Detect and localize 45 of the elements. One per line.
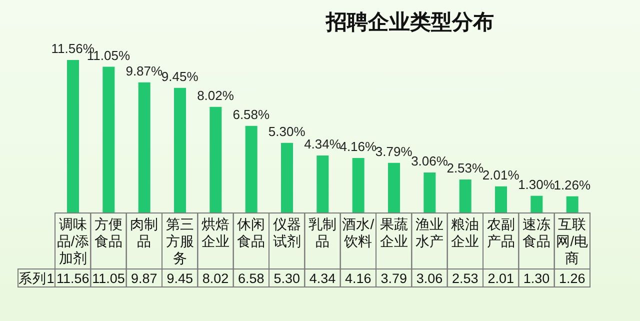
annotation: 2.53% [446,160,484,176]
x-tick-label: 方便食品 [94,216,122,249]
data-label: 8.02 [202,271,229,286]
x-tick-label: 调味品/添加剂 [56,216,89,266]
x-tick-label: 烘焙企业 [202,216,230,249]
data-label: 2.53 [452,271,478,286]
data-label: 5.30 [274,271,300,286]
data-label: 3.79 [380,271,407,286]
x-tick-label: 肉制品 [130,216,158,249]
annotation: 4.16% [340,138,378,154]
annotation: 1.30% [518,176,556,192]
annotation: 9.45% [161,68,199,84]
annotation: 8.02% [197,88,234,103]
data-label: 11.05 [92,271,125,286]
annotation: 3.79% [375,144,413,159]
annotation: 5.30% [268,124,306,139]
annotation: 6.58% [232,106,270,122]
x-tick-label: 乳制品 [308,216,336,249]
x-tick-label: 仪器试剂 [272,216,301,249]
data-label: 1.26 [559,271,586,286]
data-label: 9.87 [131,271,158,286]
data-label: 11.56 [56,271,90,286]
data-label: 4.16 [345,271,372,286]
x-tick-label: 农副产品 [486,216,515,249]
data-label: 3.06 [416,271,443,286]
x-tick-label: 渔业水产 [416,216,444,249]
data-label: 1.30 [523,271,550,286]
annotation: 4.34% [304,136,342,152]
text: 系列1 [18,271,54,286]
data-label: 9.45 [166,271,193,286]
annotation: 2.01% [482,167,520,182]
data-label: 4.34 [309,271,336,286]
x-tick-label: 第三方服务 [166,216,194,266]
x-tick-label: 酒水/饮料 [342,216,374,249]
annotation: 1.26% [554,177,592,192]
x-tick-label: 速冻食品 [522,216,550,249]
chart-title: 招聘企业类型分布 [324,10,495,36]
x-tick-label: 粮油企业 [451,216,480,249]
annotation: 9.87% [126,63,164,78]
data-label: 6.58 [238,271,264,286]
annotation: 3.06% [411,154,448,168]
x-tick-label: 互联网/电商 [556,216,588,266]
x-tick-label: 休闲食品 [237,216,266,249]
x-tick-label: 果蔬企业 [380,216,408,249]
data-label: 2.01 [488,271,514,286]
